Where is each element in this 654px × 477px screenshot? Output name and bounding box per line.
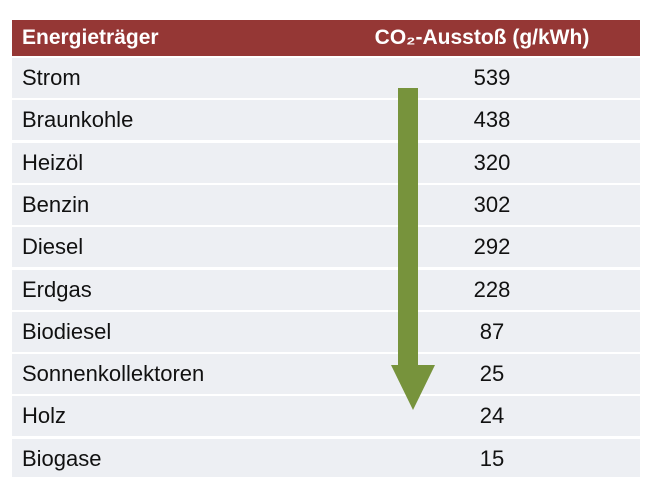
co2-value: 15 xyxy=(479,445,505,471)
energy-source: Benzin xyxy=(22,191,90,217)
arrow-shaft xyxy=(398,88,418,366)
table-row: Heizöl 320 xyxy=(12,142,640,183)
table-row: Braunkohle 438 xyxy=(12,100,640,141)
header-cell: CO₂-Ausstoß (g/kWh) xyxy=(374,26,590,49)
co2-value: 87 xyxy=(479,318,505,344)
co2-value: 302 xyxy=(473,191,511,217)
co2-value: 438 xyxy=(473,107,511,133)
table-row: Biogase 15 xyxy=(12,438,640,477)
energy-source: Biodiesel xyxy=(22,318,112,344)
energy-source: Heizöl xyxy=(22,149,84,175)
table-row: Holz 24 xyxy=(12,396,640,437)
table-row: Biodiesel 87 xyxy=(12,311,640,352)
table-row: Diesel 292 xyxy=(12,227,640,268)
co2-value: 292 xyxy=(473,234,511,260)
table-row: Erdgas 228 xyxy=(12,269,640,310)
arrow-head xyxy=(391,365,435,410)
co2-value: 24 xyxy=(479,403,505,429)
co2-value: 25 xyxy=(479,361,505,387)
table-row: Benzin 302 xyxy=(12,184,640,225)
energy-source: Erdgas xyxy=(22,276,92,302)
energy-source: Diesel xyxy=(22,234,84,260)
energy-source: Braunkohle xyxy=(22,107,134,133)
header-row: Energieträger CO₂-Ausstoß (g/kWh) xyxy=(12,20,640,56)
table-row: Strom 539 xyxy=(12,58,640,98)
co2-value: 320 xyxy=(473,149,511,175)
energy-source: Holz xyxy=(22,403,67,429)
co2-value: 539 xyxy=(473,65,511,90)
table-row: Sonnenkollektoren 25 xyxy=(12,354,640,395)
energy-source: Strom xyxy=(22,65,81,90)
energy-source: Sonnenkollektoren xyxy=(22,361,205,387)
header-cell: Energieträger xyxy=(22,26,159,49)
energy-source: Biogase xyxy=(22,445,102,471)
co2-value: 228 xyxy=(473,276,511,302)
